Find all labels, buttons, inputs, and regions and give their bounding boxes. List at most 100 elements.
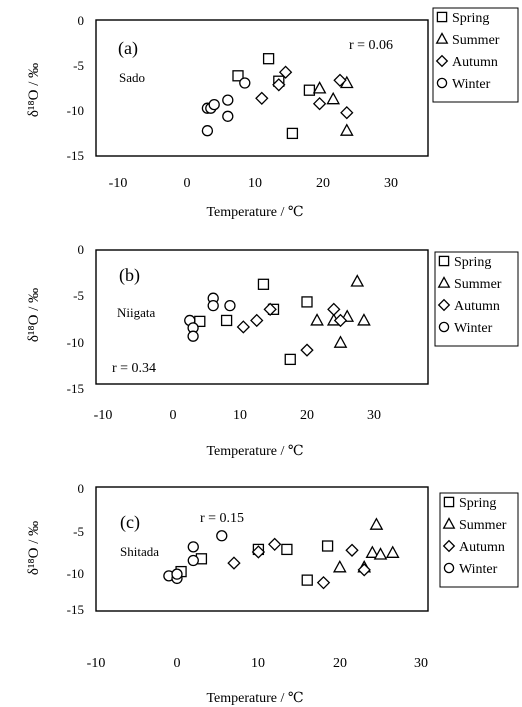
point-b-winter-5 <box>224 299 236 312</box>
marks-b <box>184 274 371 366</box>
legend-marker-b-summer <box>437 276 451 288</box>
legend-label-b-spring: Spring <box>454 255 491 270</box>
point-a-spring-0 <box>232 70 244 82</box>
point-c-autumn-2 <box>268 537 282 551</box>
y-tick-a-2: -10 <box>67 103 84 118</box>
point-a-summer-0 <box>312 81 327 94</box>
x-tick-c-1: 0 <box>174 656 181 671</box>
y-axis-label-b: δ¹⁸O / ‰ <box>26 288 42 342</box>
point-b-autumn-2 <box>263 302 277 316</box>
point-b-summer-4 <box>350 274 365 287</box>
legend-marker-b-autumn <box>437 298 451 312</box>
point-a-spring-1 <box>262 53 275 65</box>
y-tick-c-1: -5 <box>73 524 84 539</box>
y-tick-c-2: -10 <box>67 566 84 581</box>
panel-label-c: (c) <box>120 512 140 533</box>
point-c-spring-5 <box>321 540 334 552</box>
legend-marker-a-spring <box>436 11 448 23</box>
legend-b: Spring Summer Autumn Winter <box>434 251 519 347</box>
y-tick-b-3: -15 <box>67 381 84 396</box>
point-b-autumn-4 <box>327 302 341 316</box>
point-a-winter-3 <box>201 125 214 137</box>
point-b-summer-2 <box>333 335 348 348</box>
r-value-c: r = 0.15 <box>200 511 244 526</box>
x-tick-a-3: 20 <box>316 176 330 191</box>
legend-frame-b <box>434 251 519 347</box>
point-c-winter-3 <box>187 554 199 567</box>
plot-frame-b <box>95 249 429 385</box>
legend-marker-a-winter <box>436 77 448 89</box>
legend-label-c-winter: Winter <box>459 562 498 577</box>
panel-label-b: (b) <box>119 265 140 286</box>
plot-frame-a <box>95 19 429 157</box>
legend-label-b-winter: Winter <box>454 321 493 336</box>
plot-frame-c <box>95 486 429 612</box>
r-value-b: r = 0.34 <box>112 361 156 376</box>
point-a-winter-6 <box>239 77 251 89</box>
point-a-spring-4 <box>303 84 316 96</box>
legend-label-a-autumn: Autumn <box>452 55 498 70</box>
x-tick-a-2: 10 <box>248 176 262 191</box>
x-tick-a-1: 0 <box>184 176 191 191</box>
point-c-autumn-5 <box>357 563 371 577</box>
legend-label-c-spring: Spring <box>459 496 496 511</box>
legend-marker-a-summer <box>435 32 449 44</box>
y-tick-a-3: -15 <box>67 148 84 163</box>
x-tick-b-4: 30 <box>367 408 381 423</box>
marks-c <box>163 517 400 590</box>
x-axis-label-b: Temperature / ℃ <box>206 444 303 459</box>
legend-marker-b-winter <box>438 321 450 333</box>
legend-marker-c-summer <box>442 517 456 529</box>
point-a-summer-3 <box>339 123 354 136</box>
point-a-autumn-4 <box>333 73 347 87</box>
legend-frame-c <box>439 492 519 588</box>
x-tick-b-0: -10 <box>94 408 113 423</box>
point-c-summer-3 <box>369 517 384 530</box>
x-tick-c-0: -10 <box>87 656 106 671</box>
site-label-c: Shitada <box>120 544 159 559</box>
panel-a: (a) Sado r = 0.06 0 -5 -10 -15 -10 0 10 … <box>26 7 519 220</box>
x-axis-label-a: Temperature / ℃ <box>206 205 303 220</box>
legend-c: Spring Summer Autumn Winter <box>439 492 519 588</box>
site-label-a: Sado <box>119 70 145 85</box>
point-b-autumn-1 <box>250 313 264 328</box>
legend-marker-c-autumn <box>442 539 456 553</box>
point-a-winter-5 <box>222 110 234 122</box>
point-a-autumn-3 <box>312 97 327 111</box>
legend-label-b-summer: Summer <box>454 277 502 292</box>
legend-label-c-autumn: Autumn <box>459 540 505 555</box>
point-c-autumn-3 <box>316 576 331 590</box>
point-c-spring-3 <box>281 543 293 556</box>
legend-a: Spring Summer Autumn Winter <box>432 7 519 103</box>
site-label-b: Niigata <box>117 305 155 320</box>
x-tick-a-0: -10 <box>109 176 128 191</box>
legend-label-a-winter: Winter <box>452 77 491 92</box>
marks-a <box>201 53 354 140</box>
x-tick-b-3: 20 <box>300 408 314 423</box>
point-c-spring-4 <box>301 574 313 586</box>
point-c-summer-2 <box>365 545 380 558</box>
point-b-winter-4 <box>207 299 219 312</box>
y-tick-a-0: 0 <box>78 13 85 28</box>
point-c-summer-5 <box>385 545 400 558</box>
y-tick-c-3: -15 <box>67 602 84 617</box>
x-tick-b-1: 0 <box>170 408 177 423</box>
panel-b: (b) Niigata r = 0.34 0 -5 -10 -15 -10 0 … <box>26 242 519 459</box>
point-b-autumn-3 <box>300 343 314 357</box>
point-b-winter-2 <box>187 330 199 342</box>
point-b-summer-5 <box>357 313 371 326</box>
point-a-spring-3 <box>286 127 299 140</box>
x-tick-b-2: 10 <box>233 408 247 423</box>
point-c-winter-5 <box>216 530 228 542</box>
x-tick-c-2: 10 <box>251 656 265 671</box>
point-c-autumn-1 <box>251 545 266 559</box>
point-b-autumn-0 <box>236 320 251 334</box>
x-tick-c-4: 30 <box>414 656 428 671</box>
point-a-winter-4 <box>222 94 234 106</box>
point-b-summer-0 <box>310 313 324 326</box>
point-c-summer-4 <box>373 547 388 560</box>
point-b-autumn-5 <box>333 313 348 328</box>
point-a-winter-2 <box>208 98 220 111</box>
point-a-autumn-2 <box>272 78 286 92</box>
